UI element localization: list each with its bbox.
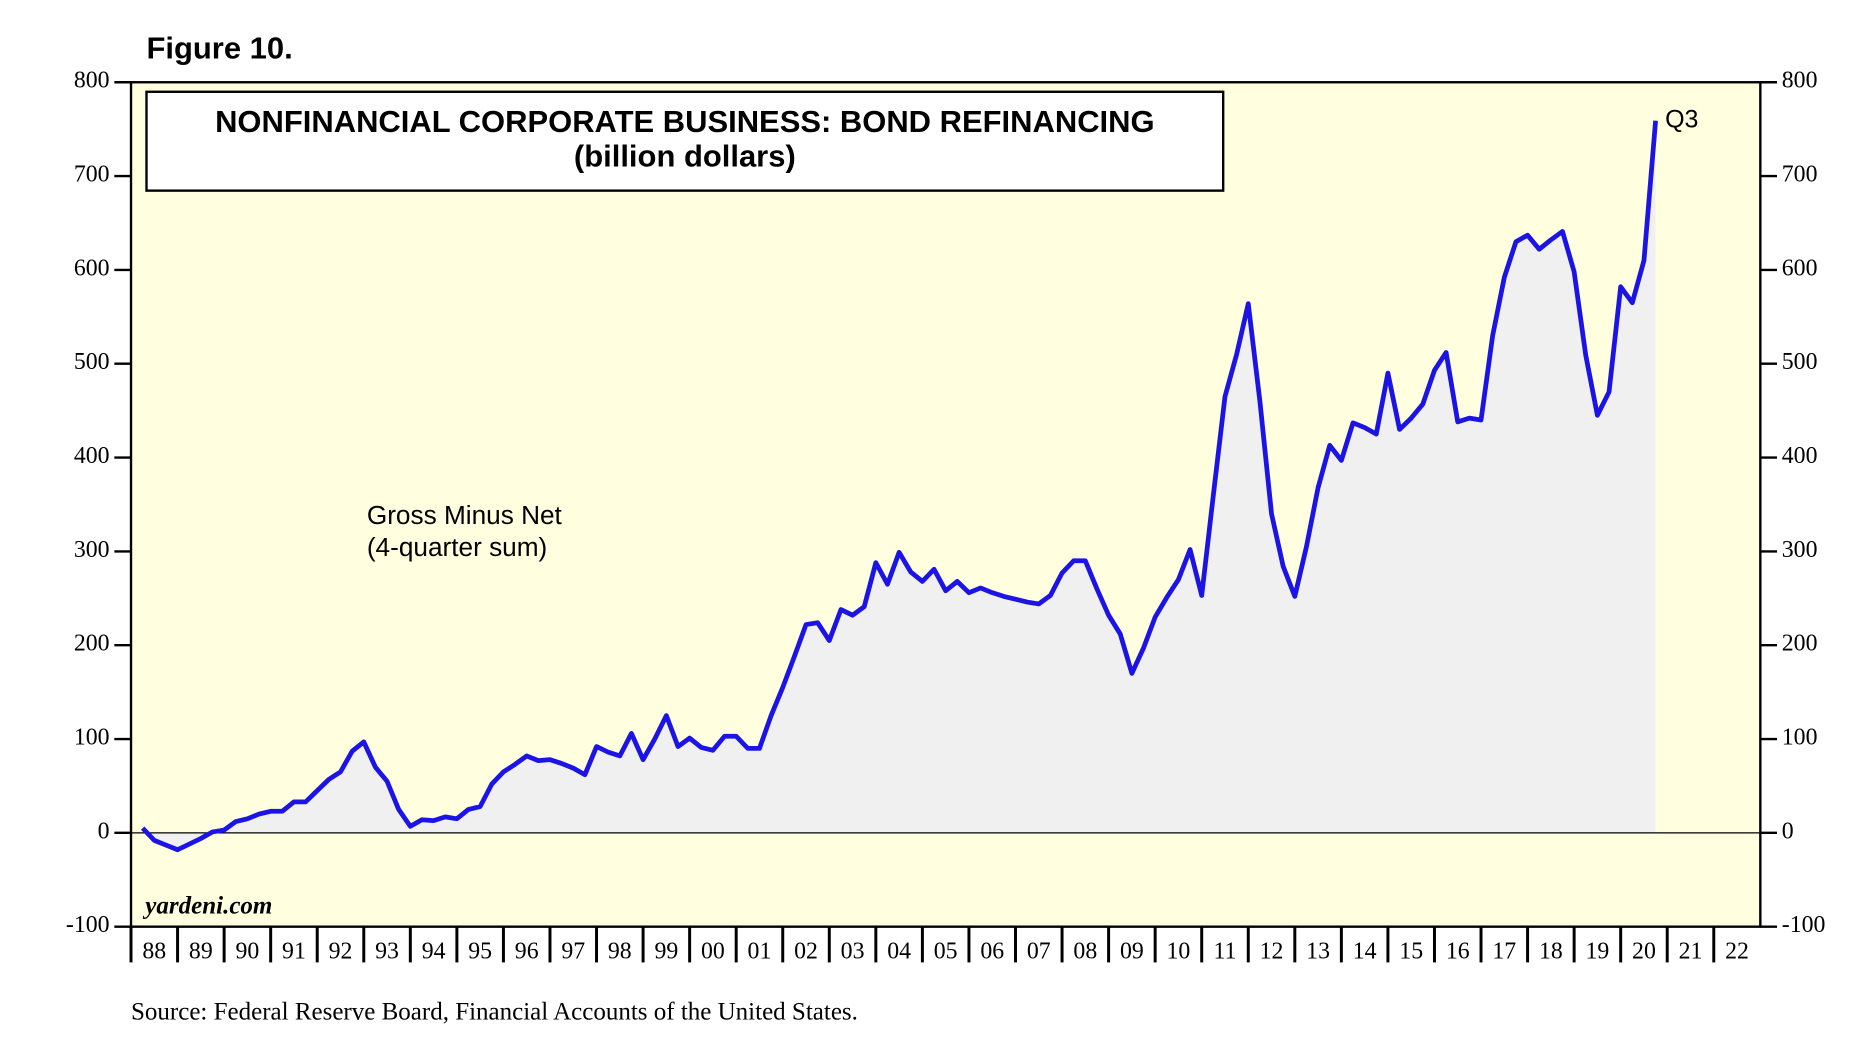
x-tick-label: 89 (189, 938, 213, 964)
x-tick-label: 02 (794, 938, 818, 964)
area-fill (142, 120, 1656, 850)
x-tick-label: 10 (1167, 938, 1191, 964)
x-tick-label: 20 (1632, 938, 1656, 964)
y2-tick-label: -100 (1782, 912, 1826, 938)
data-line (140, 120, 1658, 853)
x-tick-label: 06 (980, 938, 1004, 964)
annotation: (4-quarter sum) (367, 532, 547, 562)
y-tick-label: 0 (98, 818, 110, 844)
y-tick-label: 200 (74, 631, 110, 657)
x-tick-label: 04 (887, 938, 911, 964)
x-tick-label: 94 (422, 938, 446, 964)
x-tick-label: 96 (515, 938, 539, 964)
y2-tick-label: 400 (1782, 443, 1818, 469)
x-tick-label: 05 (934, 938, 958, 964)
y2-tick-label: 700 (1782, 162, 1818, 188)
annotation: Gross Minus Net (367, 500, 563, 530)
x-tick-label: 15 (1399, 938, 1423, 964)
x-tick-label: 12 (1260, 938, 1284, 964)
y2-tick-label: 600 (1782, 255, 1818, 281)
y-tick-label: -100 (66, 912, 110, 938)
x-tick-label: 08 (1073, 938, 1097, 964)
y2-tick-label: 100 (1782, 725, 1818, 751)
y2-tick-label: 0 (1782, 818, 1794, 844)
x-tick-label: 01 (748, 938, 772, 964)
x-tick-label: 03 (841, 938, 865, 964)
x-tick-label: 14 (1353, 938, 1377, 964)
x-tick-label: 18 (1539, 938, 1563, 964)
x-tick-label: 95 (468, 938, 492, 964)
y-tick-label: 300 (74, 537, 110, 563)
x-tick-label: 16 (1446, 938, 1470, 964)
y2-tick-label: 200 (1782, 631, 1818, 657)
x-tick-label: 13 (1306, 938, 1330, 964)
chart-title: NONFINANCIAL CORPORATE BUSINESS: BOND RE… (215, 104, 1155, 139)
x-tick-label: 99 (654, 938, 678, 964)
x-tick-label: 09 (1120, 938, 1144, 964)
watermark: yardeni.com (142, 892, 272, 919)
title-box (145, 90, 1225, 192)
y2-tick-label: 800 (1782, 68, 1818, 94)
plot-frame (129, 81, 1762, 928)
x-tick-label: 22 (1725, 938, 1749, 964)
x-tick-label: 93 (375, 938, 399, 964)
y-tick-label: 100 (74, 725, 110, 751)
source: Source: Federal Reserve Board, Financial… (131, 998, 858, 1025)
y-tick-label: 700 (74, 162, 110, 188)
y2-tick-label: 500 (1782, 349, 1818, 375)
y-tick-label: 400 (74, 443, 110, 469)
y-tick-label: 500 (74, 349, 110, 375)
x-tick-label: 91 (282, 938, 306, 964)
point-label: Q3 (1665, 105, 1698, 133)
figure-label: Figure 10. (146, 30, 292, 65)
x-tick-label: 19 (1585, 938, 1609, 964)
x-tick-label: 97 (561, 938, 585, 964)
x-tick-label: 07 (1027, 938, 1051, 964)
x-tick-label: 21 (1679, 938, 1703, 964)
x-tick-label: 11 (1214, 938, 1237, 964)
y2-tick-label: 300 (1782, 537, 1818, 563)
plot: Q3-1000100200300400500600700800-10001002… (66, 68, 1826, 965)
x-tick-label: 00 (701, 938, 725, 964)
x-tick-label: 88 (142, 938, 166, 964)
x-tick-label: 92 (329, 938, 353, 964)
x-tick-label: 17 (1492, 938, 1516, 964)
x-tick-label: 90 (235, 938, 259, 964)
y-tick-label: 800 (74, 68, 110, 94)
chart-subtitle: (billion dollars) (574, 139, 796, 174)
y-tick-label: 600 (74, 255, 110, 281)
x-tick-label: 98 (608, 938, 632, 964)
